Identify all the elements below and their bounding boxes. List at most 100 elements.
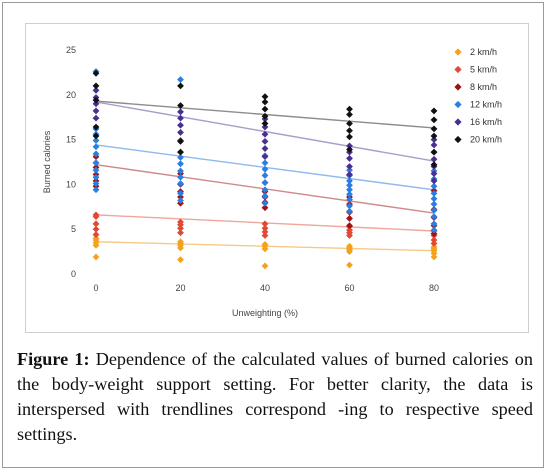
data-point-5-km-h <box>177 218 184 226</box>
data-point-12-km-h <box>346 181 353 189</box>
data-point-20-km-h <box>430 148 438 156</box>
data-point-5-km-h <box>92 225 100 233</box>
data-point-12-km-h <box>177 160 184 168</box>
chart-panel: 0 5 10 15 20 25 0 20 40 60 80 Unweighting (%) Burned… <box>25 23 529 333</box>
legend-label-5-km-h: 5 km/h <box>470 65 497 75</box>
data-point-2-km-h <box>346 261 353 269</box>
data-point-12-km-h <box>346 190 353 198</box>
data-point-20-km-h <box>430 161 438 169</box>
data-point-12-km-h <box>430 213 438 221</box>
data-point-16-km-h <box>346 163 353 170</box>
data-point-20-km-h <box>346 133 353 141</box>
data-point-2-km-h <box>177 238 184 246</box>
data-point-12-km-h <box>92 180 100 187</box>
legend-label-12-km-h: 12 km/h <box>470 100 502 110</box>
data-point-16-km-h <box>430 177 438 185</box>
data-point-12-km-h <box>92 137 100 144</box>
data-point-20-km-h <box>346 120 353 127</box>
data-point-20-km-h <box>430 107 438 115</box>
data-point-12-km-h <box>92 143 100 151</box>
figure-caption: Figure 1: Dependence of the calculated v… <box>17 347 533 447</box>
legend-marker-12-km-h <box>454 100 462 109</box>
data-point-12-km-h <box>261 199 269 207</box>
data-point-20-km-h <box>430 116 438 124</box>
data-point-16-km-h <box>430 136 438 143</box>
data-point-20-km-h <box>177 82 184 90</box>
legend-marker-20-km-h <box>454 135 462 144</box>
data-point-2-km-h <box>346 242 353 250</box>
data-point-12-km-h <box>92 166 100 174</box>
data-point-12-km-h <box>261 179 269 187</box>
scatter-chart: 0 5 10 15 20 25 0 20 40 60 80 Unweighting (%) Burned… <box>42 45 502 318</box>
data-point-8-km-h <box>430 230 438 238</box>
x-tick-label: 60 <box>344 283 354 293</box>
data-point-5-km-h <box>430 236 438 244</box>
data-point-16-km-h <box>430 170 438 178</box>
data-point-5-km-h <box>261 220 269 228</box>
x-tick-label: 80 <box>429 283 439 293</box>
data-point-20-km-h <box>177 102 184 109</box>
data-point-12-km-h <box>430 189 438 197</box>
data-point-12-km-h <box>430 226 438 234</box>
x-tick-label: 40 <box>260 283 270 293</box>
data-point-5-km-h <box>346 226 353 234</box>
data-point-12-km-h <box>430 195 438 203</box>
data-point-16-km-h <box>261 137 269 145</box>
data-point-16-km-h <box>92 86 100 94</box>
legend-marker-16-km-h <box>454 118 462 126</box>
data-point-8-km-h <box>346 222 353 230</box>
data-point-12-km-h <box>430 220 438 228</box>
data-point-12-km-h <box>177 189 184 197</box>
y-axis-title: Burned calories <box>42 130 52 193</box>
data-point-5-km-h <box>92 231 100 238</box>
data-point-12-km-h <box>92 173 100 181</box>
data-point-2-km-h <box>430 243 438 251</box>
data-point-20-km-h <box>430 125 438 133</box>
data-point-2-km-h <box>92 234 100 242</box>
data-point-20-km-h <box>177 148 184 156</box>
legend-label-2-km-h: 2 km/h <box>470 47 497 57</box>
data-point-16-km-h <box>177 129 184 136</box>
legend-label-16-km-h: 16 km/h <box>470 117 502 127</box>
data-point-12-km-h <box>177 167 184 175</box>
data-point-12-km-h <box>92 186 100 194</box>
data-point-20-km-h <box>261 93 269 100</box>
data-point-12-km-h <box>261 192 269 200</box>
data-point-12-km-h <box>92 159 100 167</box>
data-point-20-km-h <box>92 132 100 140</box>
data-point-2-km-h <box>92 253 100 261</box>
data-point-16-km-h <box>346 155 353 162</box>
data-point-2-km-h <box>430 253 438 261</box>
data-point-16-km-h <box>177 108 184 116</box>
data-point-12-km-h <box>177 76 184 83</box>
legend-label-8-km-h: 8 km/h <box>470 82 497 92</box>
y-tick-label: 15 <box>66 135 76 145</box>
data-point-5-km-h <box>177 229 184 237</box>
data-point-12-km-h <box>346 166 353 174</box>
data-point-16-km-h <box>177 114 184 122</box>
data-point-12-km-h <box>430 182 438 190</box>
y-tick-label: 0 <box>71 269 76 279</box>
x-axis-title: Unweighting (%) <box>232 308 298 318</box>
x-tick-label: 20 <box>175 283 185 293</box>
legend-label-20-km-h: 20 km/h <box>470 135 502 145</box>
data-point-5-km-h <box>92 211 100 219</box>
data-point-20-km-h <box>346 127 353 135</box>
data-point-20-km-h <box>346 111 353 118</box>
data-point-16-km-h <box>430 155 438 163</box>
data-point-20-km-h <box>346 146 353 153</box>
data-point-12-km-h <box>346 207 353 215</box>
data-point-20-km-h <box>177 137 184 145</box>
data-point-20-km-h <box>92 96 100 104</box>
data-point-12-km-h <box>346 202 353 210</box>
data-point-20-km-h <box>261 120 269 127</box>
legend-marker-8-km-h <box>454 83 462 91</box>
data-point-5-km-h <box>430 240 438 247</box>
data-point-16-km-h <box>92 100 100 108</box>
data-point-16-km-h <box>346 171 353 178</box>
data-point-12-km-h <box>177 180 184 187</box>
data-point-12-km-h <box>430 206 438 214</box>
data-point-20-km-h <box>346 105 353 113</box>
data-point-2-km-h <box>261 262 269 270</box>
data-point-16-km-h <box>177 121 184 129</box>
